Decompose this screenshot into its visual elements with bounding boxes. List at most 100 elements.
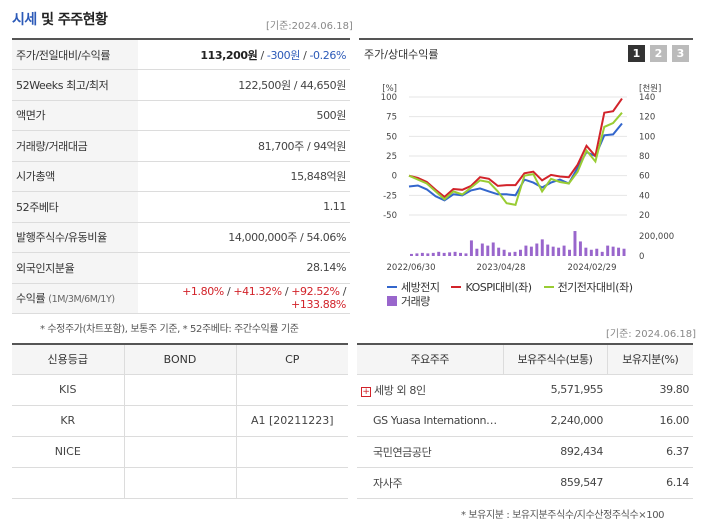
quote-value: 81,700주 / 94억원 — [138, 130, 350, 162]
volume-bar — [410, 253, 413, 256]
quote-label: 액면가 — [12, 100, 138, 131]
holder-name: 자사주 — [357, 467, 503, 499]
volume-tick-label: 200,000 — [639, 232, 674, 242]
sep: / — [223, 285, 234, 299]
price-chart: 100 75 50 25 0 -25 -50 140 120 100 80 60 40 20 [%] [천원]… — [381, 83, 674, 273]
shareholder-table: 주요주주 보유주식수(보통) 보유지분(%) + 세방 외 8인 5,571,955… — [357, 343, 693, 499]
quote-value: 122,500원 / 44,650원 — [138, 69, 350, 101]
quote-value: 15,848억원 — [138, 161, 350, 192]
legend-line-icon — [387, 286, 397, 288]
volume-bar — [568, 249, 571, 256]
legend-label-volume: 거래량 — [401, 295, 430, 308]
holder-row: + 세방 외 8인 5,571,955 39.80 — [357, 374, 693, 406]
title-accent: 시세 — [12, 12, 37, 28]
legend-line-icon — [451, 286, 462, 288]
current-price: 113,200원 — [200, 48, 258, 62]
volume-bar — [513, 251, 517, 256]
chart-panel: 주가/상대수익률 1 2 3 100 75 50 25 0 -25 -50 140 120 100… — [359, 38, 693, 310]
col-header-bond: BOND — [124, 344, 237, 375]
holder-note: * 보유지분 : 보유지분주식수/지수산정주식수×100 — [461, 510, 665, 521]
left-tick-label: 50 — [386, 132, 397, 142]
holder-name-text: 자사주 — [373, 476, 403, 490]
volume-bar — [442, 252, 446, 256]
x-tick-label: 2022/06/30 — [387, 263, 436, 273]
holder-pct: 39.80 — [607, 374, 693, 406]
grade-cell — [236, 467, 348, 499]
chart-legend: 세방전지 KOSPI대비(좌) 전기전자대비(좌) 거래량 — [387, 280, 633, 308]
quote-value: 14,000,000주 / 54.06% — [138, 222, 350, 253]
col-header-shares: 보유주식수(보통) — [503, 344, 608, 375]
grade-cell — [236, 374, 348, 406]
left-tick-label: 100 — [381, 93, 397, 103]
quote-value: 113,200원 / -300원 / -0.26% — [138, 39, 350, 70]
grade-cell: KR — [12, 405, 125, 437]
right-tick-label: 100 — [639, 132, 655, 142]
volume-bar — [497, 247, 501, 256]
returns-values: +1.80% / +41.32% / +92.52% / +133.88% — [138, 283, 350, 314]
grade-cell — [124, 467, 237, 499]
quote-row: 거래량/거래대금 81,700주 / 94억원 — [12, 130, 350, 162]
volume-bar — [540, 239, 544, 256]
volume-bar — [426, 253, 430, 256]
volume-bar — [519, 249, 522, 256]
return-3m: +41.32% — [233, 285, 282, 299]
col-header-cp: CP — [236, 344, 348, 375]
grade-cell — [124, 374, 237, 406]
right-tick-label: 40 — [639, 191, 650, 201]
holder-shares: 859,547 — [503, 467, 607, 499]
grade-cell — [12, 467, 125, 499]
returns-label-main: 수익률 — [16, 292, 46, 306]
holder-name[interactable]: + 세방 외 8인 — [357, 374, 503, 406]
holder-row: GS Yuasa Internationn… 2,240,000 16.00 — [357, 405, 693, 437]
quote-row: 52주베타 1.11 — [12, 191, 350, 223]
right-unit-label: [천원] — [639, 83, 661, 94]
volume-bar — [600, 251, 604, 256]
holder-pct: 6.14 — [607, 467, 693, 499]
quote-row: 주가/전일대비/수익률 113,200원 / -300원 / -0.26% — [12, 39, 350, 70]
holder-shares: 892,434 — [503, 436, 607, 468]
volume-bar — [437, 251, 441, 256]
quote-label: 외국인지분율 — [12, 252, 138, 284]
legend-item-kospi: KOSPI대비(좌) — [451, 279, 532, 295]
legend-label-price: 세방전지 — [401, 281, 440, 294]
volume-bar — [459, 252, 462, 256]
volume-bar — [535, 243, 539, 256]
legend-line-icon — [543, 286, 554, 288]
right-tick-label: 20 — [639, 211, 650, 221]
grade-cell — [236, 436, 348, 468]
sep: / — [339, 285, 347, 299]
legend-label-kospi: KOSPI대비(좌) — [465, 281, 532, 294]
holder-row: 자사주 859,547 6.14 — [357, 467, 693, 499]
left-tick-label: 0 — [392, 172, 397, 182]
legend-box-icon — [387, 296, 397, 306]
col-header-holder: 주요주주 — [357, 344, 504, 375]
holder-name-text: 국민연금공단 — [373, 445, 432, 459]
grade-cell: NICE — [12, 436, 125, 468]
volume-bar — [415, 253, 419, 256]
legend-label-sector: 전기전자대비(좌) — [557, 281, 633, 294]
series-line — [408, 112, 623, 206]
grade-row: KR A1 [20211223] — [12, 405, 348, 437]
section-title: 시세 및 주주현황 — [12, 9, 108, 29]
holder-name: GS Yuasa Internationn… — [357, 405, 503, 437]
volume-bar — [453, 251, 457, 256]
holder-name: 국민연금공단 — [357, 436, 503, 468]
chart-tab-1[interactable]: 1 — [628, 45, 645, 62]
volume-bar — [420, 252, 424, 256]
grade-row — [12, 467, 348, 499]
chart-tab-2[interactable]: 2 — [650, 45, 667, 62]
volume-bar — [431, 252, 435, 256]
return-1y: +133.88% — [291, 298, 346, 312]
volume-bar — [584, 247, 588, 256]
volume-bar — [475, 248, 479, 256]
expand-plus-icon[interactable]: + — [361, 386, 371, 397]
quote-row: 액면가 500원 — [12, 100, 350, 131]
volume-bar — [573, 231, 577, 256]
chart-tab-3[interactable]: 3 — [672, 45, 689, 62]
base-date: [기준:2024.06.18] — [266, 21, 353, 32]
volume-bar — [469, 240, 473, 256]
legend-item-sector: 전기전자대비(좌) — [543, 279, 633, 295]
price-change: -300원 — [266, 48, 300, 62]
volume-bar — [578, 241, 582, 256]
quote-label: 거래량/거래대금 — [12, 130, 138, 162]
